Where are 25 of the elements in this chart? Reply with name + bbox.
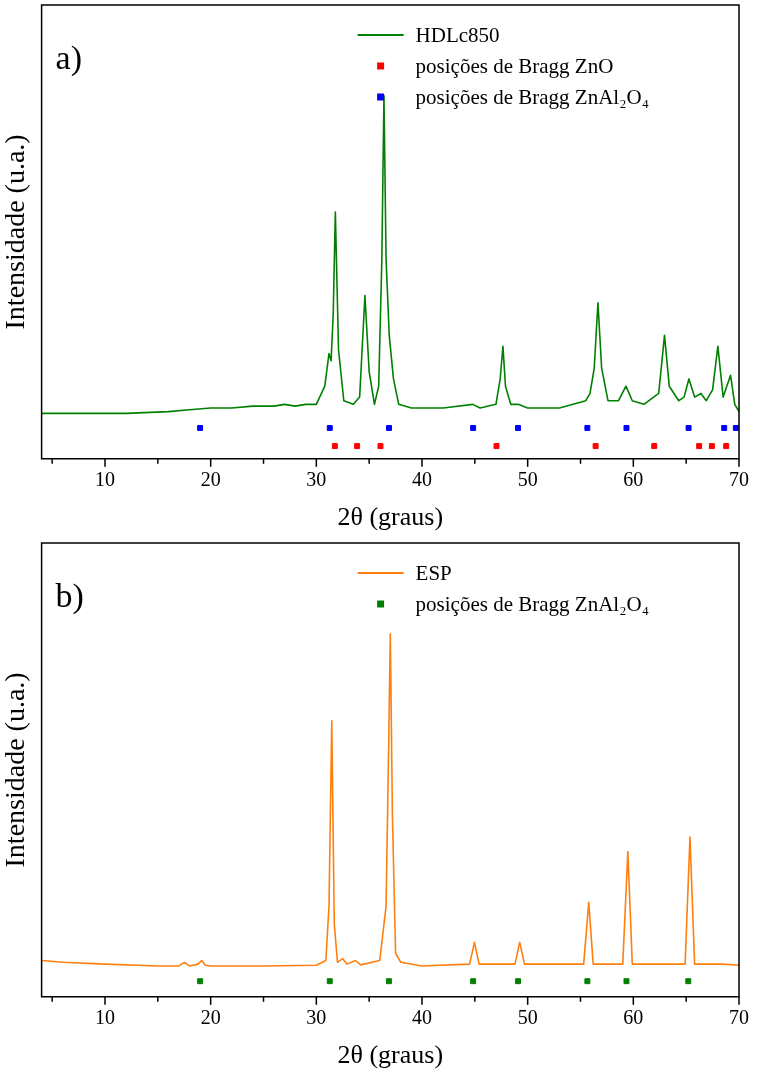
x-tick-label: 50 xyxy=(517,1006,538,1029)
x-tick-label: 30 xyxy=(306,1006,327,1029)
text: a) xyxy=(55,38,83,77)
legend-label: posições de Bragg ZnAl₂O₄ xyxy=(415,591,649,616)
x-tick-label: 50 xyxy=(517,468,538,491)
x-tick-label: 10 xyxy=(95,468,115,491)
x-axis-title: 2θ (graus) xyxy=(337,1040,444,1070)
legend-label: posições de Bragg ZnO xyxy=(415,53,614,78)
text: b) xyxy=(55,576,84,615)
x-tick-label: 40 xyxy=(412,468,432,491)
x-tick-label: 20 xyxy=(200,468,221,491)
x-tick-label: 60 xyxy=(623,468,644,491)
x-tick-label: 60 xyxy=(623,1006,644,1029)
y-axis-title: Intensidade (u.a.) xyxy=(0,134,31,330)
x-tick-label: 40 xyxy=(412,1006,432,1029)
x-tick-label: 30 xyxy=(306,468,327,491)
legend-label: posições de Bragg ZnAl₂O₄ xyxy=(415,84,649,109)
x-tick-label: 70 xyxy=(729,468,749,491)
legend-label: HDLc850 xyxy=(415,22,500,47)
x-tick-label: 70 xyxy=(729,1006,749,1029)
x-tick-label: 20 xyxy=(200,1006,221,1029)
y-axis-title: Intensidade (u.a.) xyxy=(0,672,31,868)
x-axis-title: 2θ (graus) xyxy=(337,502,444,532)
x-tick-label: 10 xyxy=(95,1006,115,1029)
legend-label: ESP xyxy=(415,560,452,585)
